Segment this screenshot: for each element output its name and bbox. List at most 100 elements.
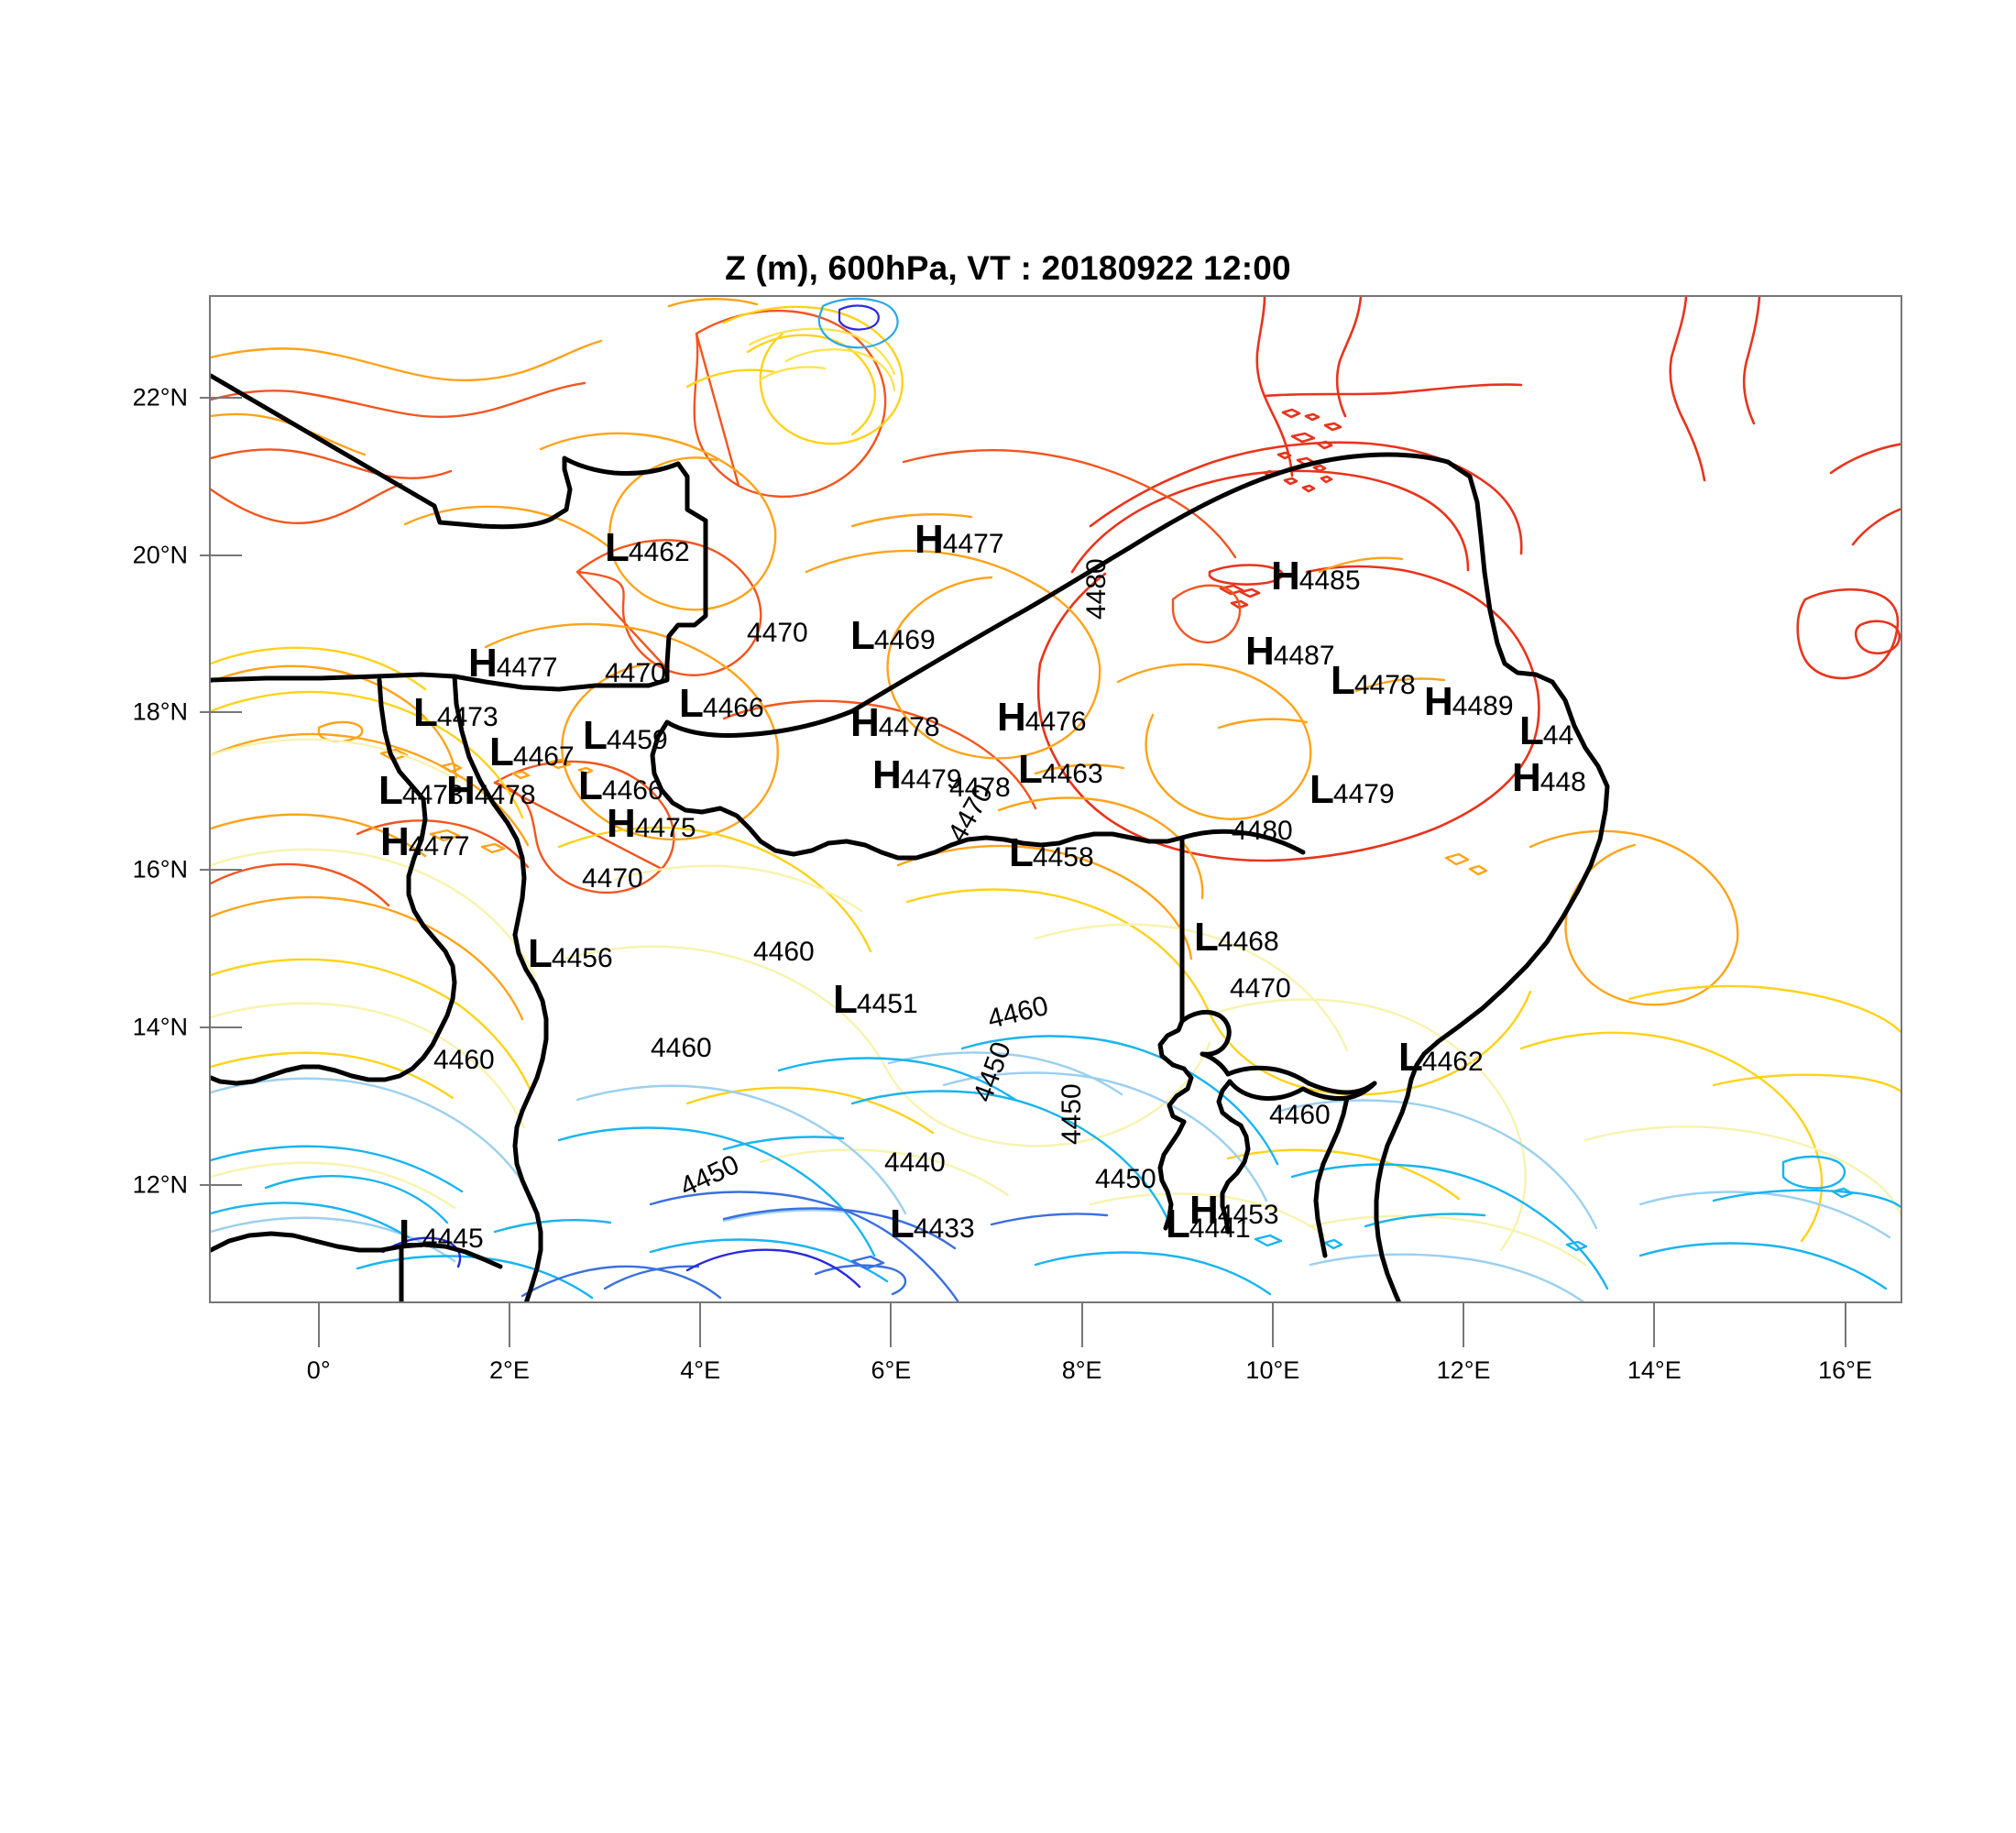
extrema-value: 4466 <box>702 693 764 723</box>
extrema-type-glyph: L <box>605 525 630 570</box>
contour-plot-svg <box>211 297 1901 1301</box>
x-axis-tick-mark <box>699 1303 702 1347</box>
high-center-label: H4478 <box>850 703 940 743</box>
low-center-label: L4463 <box>1018 750 1103 790</box>
extrema-type-glyph: L <box>833 977 858 1022</box>
x-axis-tick-label: 2°E <box>489 1356 530 1384</box>
contour-value-label: 4460 <box>433 1045 495 1075</box>
contour-value-label: 4480 <box>1232 816 1293 846</box>
x-axis-tick-mark <box>1080 1303 1083 1347</box>
contour-value-label: 4450 <box>1057 1083 1087 1145</box>
extrema-value: 4479 <box>900 764 962 795</box>
contour-value-label: 4470 <box>1230 973 1291 1004</box>
extrema-value: 4475 <box>634 813 696 843</box>
extrema-type-glyph: L <box>679 681 704 726</box>
contour-value-label: 4470 <box>582 863 643 894</box>
extrema-value: 4487 <box>1273 641 1335 671</box>
extrema-type-glyph: H <box>850 700 880 745</box>
high-center-label: H4485 <box>1271 556 1361 597</box>
contour-4465-group <box>211 305 1901 1243</box>
extrema-type-glyph: H <box>446 768 476 813</box>
contour-4470-group <box>211 298 1739 1021</box>
contour-value-label: 4460 <box>1269 1100 1331 1130</box>
high-center-label: H4477 <box>380 822 470 862</box>
extrema-type-glyph: H <box>915 517 944 562</box>
extrema-type-glyph: H <box>1189 1188 1219 1233</box>
extrema-value: 4433 <box>913 1213 975 1244</box>
x-axis-tick-label: 12°E <box>1436 1356 1491 1384</box>
extrema-value: 4459 <box>606 725 668 755</box>
contour-4430-group <box>381 1236 861 1289</box>
contour-value-label: 4470 <box>747 618 808 648</box>
high-center-label: H4453 <box>1189 1191 1279 1231</box>
y-axis-tick-mark <box>200 711 242 714</box>
extrema-value: 4468 <box>1217 927 1279 957</box>
extrema-type-glyph: L <box>1309 767 1334 812</box>
high-center-label: H4487 <box>1245 631 1335 672</box>
extrema-type-glyph: H <box>607 801 636 846</box>
extrema-value: 4478 <box>474 780 536 810</box>
high-center-label: H4479 <box>872 755 962 796</box>
low-center-label: L4473 <box>378 771 464 811</box>
contour-value-label: 4478 <box>949 773 1011 803</box>
y-axis-tick-label: 20°N <box>132 541 188 569</box>
y-axis-tick-mark <box>200 396 242 399</box>
y-axis-tick-mark <box>200 554 242 556</box>
y-axis-tick-mark <box>200 869 242 872</box>
extrema-value: 4476 <box>1024 707 1087 737</box>
low-center-label: L4462 <box>605 528 690 568</box>
extrema-value: 4463 <box>1041 759 1103 789</box>
high-center-label: H4477 <box>915 520 1004 560</box>
extrema-type-glyph: L <box>1331 658 1355 703</box>
extrema-type-glyph: L <box>890 1202 915 1246</box>
extrema-type-glyph: L <box>1398 1035 1423 1080</box>
x-axis-tick-mark <box>508 1303 510 1347</box>
x-axis-tick-label: 4°E <box>680 1356 721 1384</box>
high-center-label: H4489 <box>1424 682 1514 722</box>
x-axis-tick-mark <box>1653 1303 1656 1347</box>
extrema-type-glyph: L <box>1519 708 1544 753</box>
extrema-value: 4469 <box>873 625 936 655</box>
high-center-label: H4477 <box>468 643 558 684</box>
x-axis-tick-mark <box>317 1303 320 1347</box>
extrema-value: 4473 <box>436 702 499 732</box>
extrema-value: 4467 <box>512 741 575 772</box>
extrema-value: 4441 <box>1189 1213 1251 1244</box>
extrema-type-glyph: L <box>528 931 553 976</box>
extrema-value: 4489 <box>1452 691 1514 721</box>
low-center-label: L4441 <box>1166 1204 1251 1245</box>
low-center-label: L4459 <box>583 716 668 756</box>
low-center-label: L4469 <box>850 616 936 656</box>
extrema-type-glyph: H <box>872 752 902 797</box>
extrema-value: 4445 <box>422 1224 484 1254</box>
extrema-value: 4477 <box>496 653 558 683</box>
extrema-type-glyph: H <box>1245 629 1275 674</box>
low-center-label: L4478 <box>1331 661 1416 701</box>
extrema-value: 448 <box>1539 767 1586 797</box>
low-center-label: L4466 <box>578 766 663 807</box>
y-axis-tick-label: 18°N <box>132 697 188 726</box>
x-axis-tick-mark <box>1463 1303 1465 1347</box>
low-center-label: L4445 <box>399 1214 484 1255</box>
country-borders-group <box>211 373 1610 1301</box>
contour-value-label: 4470 <box>605 658 666 688</box>
extrema-type-glyph: L <box>413 690 438 735</box>
extrema-type-glyph: L <box>1009 830 1034 875</box>
high-center-label: H4478 <box>446 771 536 811</box>
high-center-label: H4476 <box>997 697 1087 738</box>
extrema-value: 4485 <box>1298 565 1361 596</box>
extrema-type-glyph: L <box>583 713 608 758</box>
y-axis-tick-label: 14°N <box>132 1013 188 1041</box>
extrema-value: 4453 <box>1217 1200 1279 1230</box>
extrema-type-glyph: L <box>489 730 514 774</box>
high-center-label: H4475 <box>607 804 696 844</box>
low-center-label: L4433 <box>890 1204 975 1245</box>
extrema-value: 44 <box>1542 720 1574 751</box>
extrema-type-glyph: L <box>1166 1202 1190 1246</box>
extrema-value: 4479 <box>1332 779 1395 809</box>
extrema-value: 4477 <box>408 831 470 862</box>
y-axis-tick-mark <box>200 1184 242 1187</box>
low-center-label: L4451 <box>833 980 918 1020</box>
extrema-value: 4466 <box>601 775 663 806</box>
contour-4460-group <box>211 738 1901 1267</box>
